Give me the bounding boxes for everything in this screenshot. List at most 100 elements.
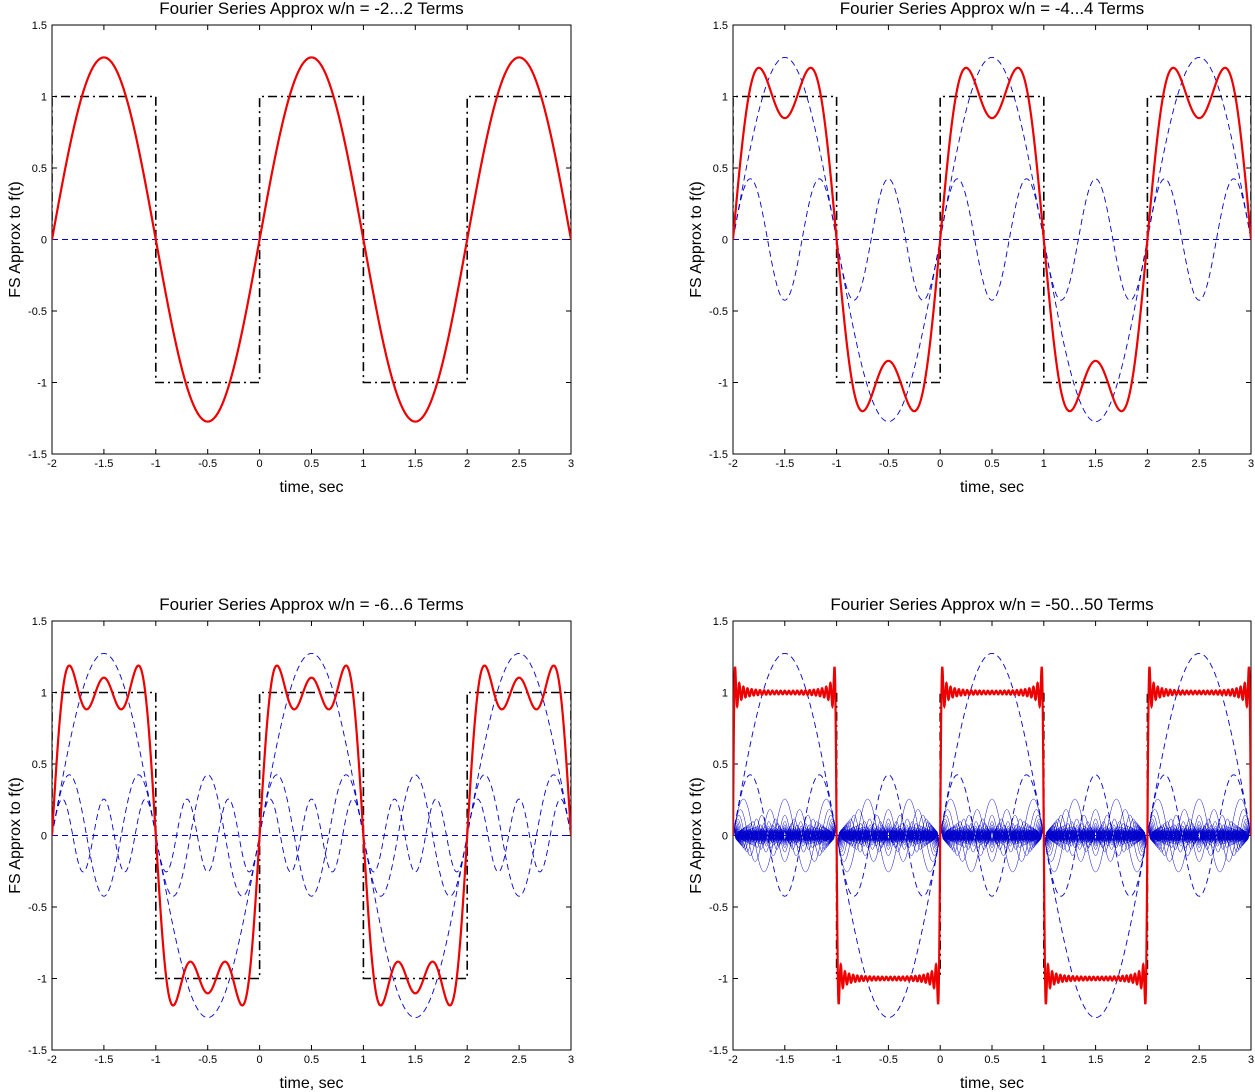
harmonic-11-line xyxy=(733,818,1251,853)
square-wave-line xyxy=(733,95,1251,384)
x-tick-label: 1.5 xyxy=(408,458,423,470)
x-tick-label: 2 xyxy=(464,1054,470,1066)
harmonic-33-line xyxy=(733,829,1251,842)
y-tick-label: 0.5 xyxy=(713,163,728,175)
x-tick-label: -1 xyxy=(151,458,161,470)
x-tick-label: 0.5 xyxy=(304,1054,319,1066)
x-tick-label: 2 xyxy=(1144,1054,1150,1066)
y-tick-label: -0.5 xyxy=(709,306,728,318)
plot-area xyxy=(52,652,571,1019)
x-tick-label: -2 xyxy=(728,458,738,470)
x-tick-label: -1.5 xyxy=(775,458,794,470)
square-wave-line xyxy=(52,691,571,980)
y-axis-label: FS Approx to f(t) xyxy=(7,777,24,893)
y-tick-label: -1 xyxy=(718,974,728,986)
y-tick-label: 1.5 xyxy=(713,20,728,32)
y-tick-label: -1.5 xyxy=(709,449,728,461)
fourier-sum-line xyxy=(733,66,1251,413)
y-tick-label: -0.5 xyxy=(28,902,47,914)
x-tick-label: 1 xyxy=(1041,1054,1047,1066)
y-tick-label: -1 xyxy=(37,974,47,986)
harmonic-3-line xyxy=(52,774,571,897)
harmonic-9-line xyxy=(733,815,1251,856)
x-tick-label: 0.5 xyxy=(304,458,319,470)
x-axis-label: time, sec xyxy=(279,479,343,496)
harmonic-39-line xyxy=(733,830,1251,841)
x-tick-label: -1.5 xyxy=(94,458,113,470)
x-tick-label: 1.5 xyxy=(408,1054,423,1066)
y-tick-label: -1.5 xyxy=(28,449,47,461)
harmonic-21-line xyxy=(733,826,1251,845)
y-tick-label: -1 xyxy=(718,378,728,390)
x-tick-label: 1.5 xyxy=(1088,458,1103,470)
x-tick-label: 3 xyxy=(568,1054,574,1066)
x-tick-label: 2 xyxy=(464,458,470,470)
x-tick-label: -2 xyxy=(728,1054,738,1066)
harmonic-1-line xyxy=(52,652,571,1019)
y-axis-label: FS Approx to f(t) xyxy=(688,181,705,297)
chart-title: Fourier Series Approx w/n = -6...6 Terms xyxy=(159,595,463,614)
x-tick-label: 1 xyxy=(360,1054,366,1066)
x-tick-label: 0.5 xyxy=(984,1054,999,1066)
x-tick-label: 1 xyxy=(1041,458,1047,470)
x-tick-label: 0.5 xyxy=(984,458,999,470)
x-tick-label: 1.5 xyxy=(1088,1054,1103,1066)
y-tick-label: -1.5 xyxy=(709,1045,728,1057)
y-tick-label: 1 xyxy=(41,688,47,700)
fourier-sum-line xyxy=(733,666,1251,1005)
x-tick-label: 3 xyxy=(568,458,574,470)
chart-title: Fourier Series Approx w/n = -50...50 Ter… xyxy=(830,595,1153,614)
x-tick-label: 1 xyxy=(360,458,366,470)
chart-panel-2: -2 -1.5 -1 -0.5 0 0.5 1 1.5 2 2.5 3-1.5-1-0.500.51… xyxy=(688,0,1254,496)
y-tick-label: 0.5 xyxy=(32,163,47,175)
x-axis-label: time, sec xyxy=(960,1075,1024,1092)
y-tick-label: -0.5 xyxy=(28,306,47,318)
y-tick-label: 1 xyxy=(41,92,47,104)
harmonic-49-line xyxy=(733,831,1251,840)
square-wave-line xyxy=(52,95,571,384)
y-tick-label: 0 xyxy=(722,831,728,843)
plot-area xyxy=(52,56,571,423)
x-tick-label: -1 xyxy=(832,1054,842,1066)
x-tick-label: -0.5 xyxy=(879,458,898,470)
x-tick-label: -0.5 xyxy=(198,458,217,470)
x-tick-label: 2.5 xyxy=(511,1054,526,1066)
x-tick-label: 2.5 xyxy=(1192,1054,1207,1066)
x-tick-label: -2 xyxy=(47,458,57,470)
y-tick-label: 0.5 xyxy=(713,759,728,771)
harmonic-1-line xyxy=(733,56,1251,423)
y-axis-label: FS Approx to f(t) xyxy=(7,181,24,297)
harmonic-5-line xyxy=(52,798,571,873)
x-tick-label: -1 xyxy=(832,458,842,470)
harmonic-27-line xyxy=(733,828,1251,843)
y-tick-label: 0 xyxy=(41,235,47,247)
y-tick-label: 0.5 xyxy=(32,759,47,771)
y-tick-label: -1.5 xyxy=(28,1045,47,1057)
harmonic-1-line xyxy=(733,652,1251,1019)
x-tick-label: 0 xyxy=(937,1054,943,1066)
harmonic-7-line xyxy=(733,809,1251,862)
chart-title: Fourier Series Approx w/n = -4...4 Terms xyxy=(840,0,1144,18)
y-tick-label: 1.5 xyxy=(32,20,47,32)
x-tick-label: 3 xyxy=(1248,1054,1254,1066)
x-tick-label: 2 xyxy=(1144,458,1150,470)
plot-area xyxy=(733,56,1251,423)
plot-area xyxy=(733,652,1251,1019)
x-tick-label: 0 xyxy=(257,1054,263,1066)
y-axis-label: FS Approx to f(t) xyxy=(688,777,705,893)
fourier-sum-line xyxy=(52,664,571,1007)
chart-panel-4: -2 -1.5 -1 -0.5 0 0.5 1 1.5 2 2.5 3-1.5-1-0.500.51… xyxy=(688,595,1254,1092)
harmonic-3-line xyxy=(733,178,1251,301)
x-tick-label: 0 xyxy=(937,458,943,470)
harmonic-3-line xyxy=(733,774,1251,897)
harmonic-15-line xyxy=(733,823,1251,848)
harmonic-5-line xyxy=(733,798,1251,873)
x-tick-label: -0.5 xyxy=(879,1054,898,1066)
x-axis-label: time, sec xyxy=(960,479,1024,496)
y-tick-label: -0.5 xyxy=(709,902,728,914)
y-tick-label: 1 xyxy=(722,688,728,700)
y-tick-label: 0 xyxy=(41,831,47,843)
x-tick-label: -1.5 xyxy=(775,1054,794,1066)
y-tick-label: 1 xyxy=(722,92,728,104)
chart-title: Fourier Series Approx w/n = -2...2 Terms xyxy=(159,0,463,18)
